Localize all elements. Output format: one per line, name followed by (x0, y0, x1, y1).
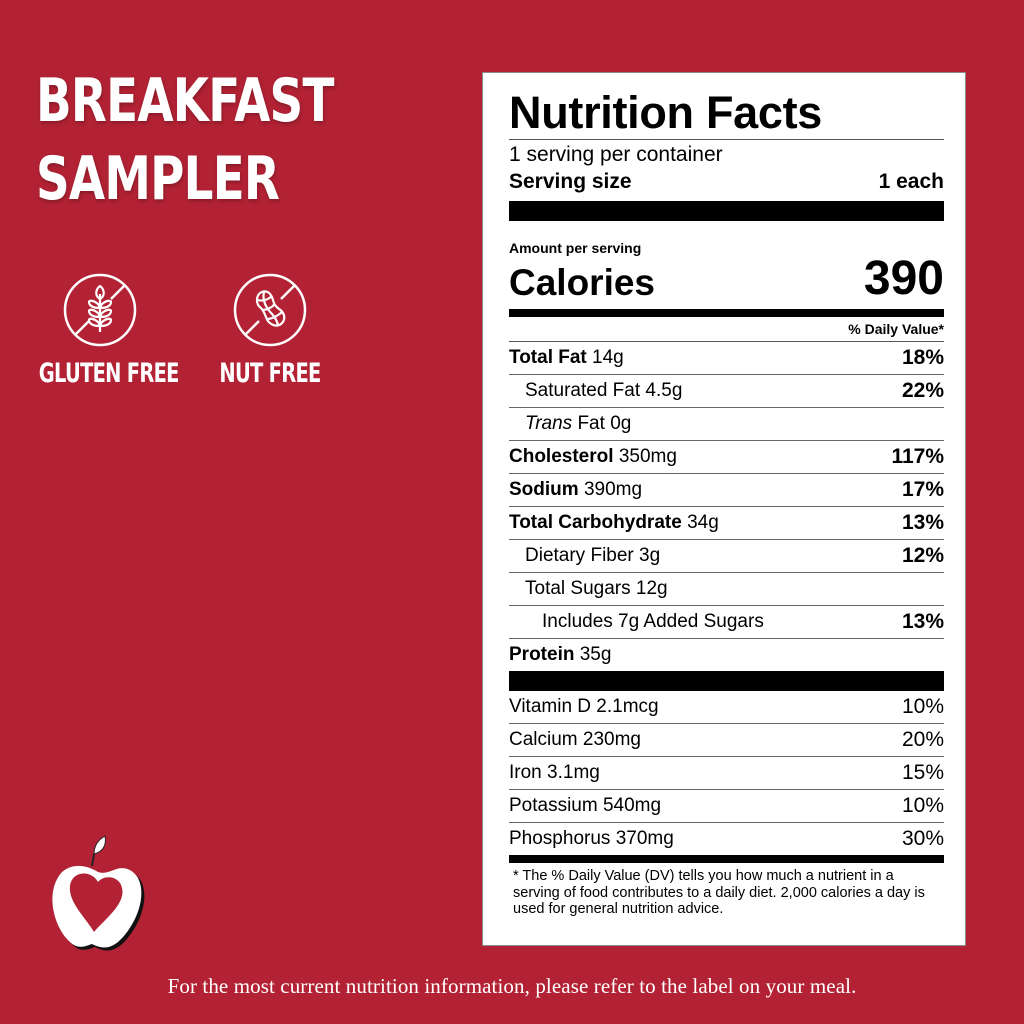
nutrient-name: Protein (509, 644, 575, 665)
vitamin-amount: 540mg (602, 795, 662, 816)
vitamin-row-calcium: Calcium 230mg 20% (509, 724, 944, 757)
no-peanut-icon (233, 273, 307, 347)
vitamin-row-vitamin-d: Vitamin D 2.1mcg 10% (509, 691, 944, 724)
product-title-line-1: BREAKFAST (36, 66, 334, 136)
medium-divider (509, 309, 944, 317)
nutrient-dv: 13% (901, 511, 944, 534)
thick-divider (509, 671, 944, 691)
nutrient-row-saturated-fat: Saturated Fat 4.5g 22% (509, 375, 944, 408)
nutrient-dv: 17% (901, 478, 944, 501)
nut-free-label: NUT FREE (219, 358, 321, 389)
nutrient-name: Includes 7g Added Sugars (542, 611, 764, 632)
nutrient-amount: 0g (610, 413, 632, 434)
vitamin-amount: 230mg (582, 729, 642, 750)
no-wheat-icon (63, 273, 137, 347)
serving-size-label: Serving size (509, 170, 632, 193)
medium-divider (509, 855, 944, 863)
vitamin-name: Potassium (509, 795, 598, 816)
nutrient-name: Sodium (509, 479, 579, 500)
footer-disclaimer: For the most current nutrition informati… (167, 974, 857, 998)
apple-heart-logo-icon (52, 835, 145, 951)
nutrient-row-total-fat: Total Fat 14g 18% (509, 342, 944, 375)
vitamin-amount: 370mg (615, 828, 674, 849)
nutrient-amount: 34g (687, 512, 719, 533)
nutrient-row-added-sugars: Includes 7g Added Sugars 13% (509, 606, 944, 639)
divider (509, 139, 944, 140)
nutrient-amount: 35g (579, 644, 612, 665)
nutrient-name: Saturated Fat (525, 380, 641, 401)
nutrient-amount: 14g (592, 347, 624, 368)
vitamin-row-potassium: Potassium 540mg 10% (509, 790, 944, 823)
nutrient-row-total-sugars: Total Sugars 12g (509, 573, 944, 606)
nutrient-dv: 18% (901, 346, 944, 369)
amount-per-serving: Amount per serving (509, 240, 642, 256)
nutrient-row-sodium: Sodium 390mg 17% (509, 474, 944, 507)
nutrient-row-trans-fat: Trans Fat 0g (509, 408, 944, 441)
nutrient-row-cholesterol: Cholesterol 350mg 117% (509, 441, 944, 474)
nutrient-amount: 350mg (618, 446, 677, 467)
nutrient-name: Trans (525, 413, 573, 434)
product-title-line-2: SAMPLER (36, 144, 280, 214)
nutrient-name: Total Fat (509, 347, 587, 368)
apple-heart-logo (48, 832, 148, 957)
nutrient-name: Dietary Fiber (525, 545, 634, 566)
nutrient-row-protein: Protein 35g (509, 639, 944, 671)
gluten-free-badge: GLUTEN FREE (15, 272, 185, 389)
calories-value: 390 (863, 252, 944, 305)
vitamin-dv: 10% (901, 695, 944, 718)
vitamin-name: Iron (509, 762, 542, 783)
vitamin-dv: 30% (901, 827, 944, 850)
vitamin-row-phosphorus: Phosphorus 370mg 30% (509, 823, 944, 855)
nutrient-dv: 13% (901, 610, 944, 633)
vitamin-name: Calcium (509, 729, 578, 750)
vitamin-amount: 2.1mcg (596, 696, 659, 717)
daily-value-footnote: * The % Daily Value (DV) tells you how m… (513, 868, 925, 917)
nutrient-amount: 12g (635, 578, 668, 599)
vitamin-dv: 10% (901, 794, 944, 817)
daily-value-header: % Daily Value* (509, 317, 944, 342)
vitamin-name: Phosphorus (509, 828, 611, 849)
nutrient-dv: 12% (901, 544, 944, 567)
vitamin-dv: 15% (901, 761, 944, 784)
nutrition-facts-label: Nutrition Facts 1 serving per container … (482, 72, 966, 946)
nutrient-dv: 22% (901, 379, 944, 402)
nutrient-amount: 4.5g (645, 380, 683, 401)
servings-per-container: 1 serving per container (509, 143, 723, 166)
nutrition-facts-title: Nutrition Facts (509, 87, 823, 138)
nutrient-name: Total Carbohydrate (509, 512, 682, 533)
nut-free-badge: NUT FREE (185, 272, 355, 389)
nutrient-amount: 3g (639, 545, 661, 566)
nutrient-row-total-carbohydrate: Total Carbohydrate 34g 13% (509, 507, 944, 540)
vitamin-amount: 3.1mg (547, 762, 600, 783)
nutrient-name: Total Sugars (525, 578, 631, 599)
nutrient-amount: 390mg (583, 479, 643, 500)
calories-row: Calories 390 (509, 255, 944, 303)
calories-label: Calories (509, 262, 656, 303)
vitamin-dv: 20% (901, 728, 944, 751)
nutrient-row-dietary-fiber: Dietary Fiber 3g 12% (509, 540, 944, 573)
gluten-free-label: GLUTEN FREE (38, 358, 180, 389)
product-title: BREAKFAST SAMPLER (36, 62, 334, 218)
serving-size-value: 1 each (878, 170, 944, 193)
nutrient-name: Cholesterol (509, 446, 614, 467)
nutrient-name-suffix: Fat (577, 413, 605, 434)
vitamin-row-iron: Iron 3.1mg 15% (509, 757, 944, 790)
thick-divider (509, 201, 944, 221)
serving-size-row: Serving size 1 each (509, 167, 944, 197)
vitamin-name: Vitamin D (509, 696, 592, 717)
nutrient-dv: 117% (891, 445, 944, 468)
